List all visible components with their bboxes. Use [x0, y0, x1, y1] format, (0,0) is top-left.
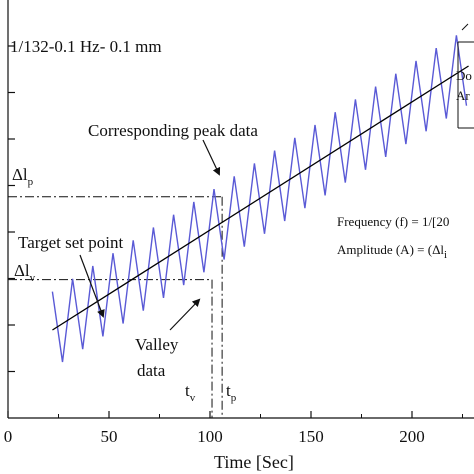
- tv-main: t: [185, 381, 190, 400]
- peak-annotation: Corresponding peak data: [88, 121, 258, 140]
- delta-lv-label: Δlv: [14, 261, 36, 284]
- delta-lv-sub: v: [30, 272, 36, 284]
- annotation-arrows: [79, 139, 221, 331]
- valley-arrow: [169, 298, 201, 331]
- x-tick-label: 100: [197, 427, 223, 446]
- corner-text-bottom: Ar: [456, 88, 470, 103]
- tv-sub: v: [190, 392, 196, 404]
- y-axis-ticks: [8, 45, 15, 373]
- x-tick-label: 0: [4, 427, 13, 446]
- peak-arrow: [202, 139, 221, 176]
- tv-label: tv: [185, 381, 196, 404]
- delta-lv-main: Δl: [14, 261, 30, 280]
- amplitude-main: Amplitude (A) = (Δl: [337, 242, 444, 257]
- valley-label-line2: data: [137, 361, 166, 380]
- delta-lp-label: Δlp: [12, 165, 34, 188]
- target-set-point-label: Target set point: [18, 233, 123, 252]
- tp-label: tp: [226, 381, 237, 404]
- x-axis-title: Time [Sec]: [214, 452, 294, 472]
- delta-lp-main: Δl: [12, 165, 28, 184]
- corner-box: [457, 23, 474, 129]
- tp-main: t: [226, 381, 231, 400]
- plot-frame: [7, 0, 474, 419]
- frequency-formula: Frequency (f) = 1/[20: [337, 214, 449, 229]
- tp-sub: p: [231, 392, 237, 404]
- amplitude-sub: i: [444, 249, 447, 261]
- chart-title: 1/132-0.1 Hz- 0.1 mm: [10, 37, 162, 56]
- amplitude-formula: Amplitude (A) = (Δli: [337, 242, 447, 261]
- x-axis-ticks: 0 50 100 150 200: [4, 411, 463, 446]
- valley-label-line1: Valley: [135, 335, 179, 354]
- trend-line: [52, 65, 469, 331]
- x-tick-label: 50: [101, 427, 118, 446]
- x-tick-label: 150: [298, 427, 324, 446]
- target-arrow: [79, 254, 105, 318]
- x-tick-label: 200: [399, 427, 425, 446]
- series-layer: [51, 35, 469, 363]
- delta-lp-sub: p: [28, 176, 34, 188]
- corner-text-top: Do: [456, 68, 472, 83]
